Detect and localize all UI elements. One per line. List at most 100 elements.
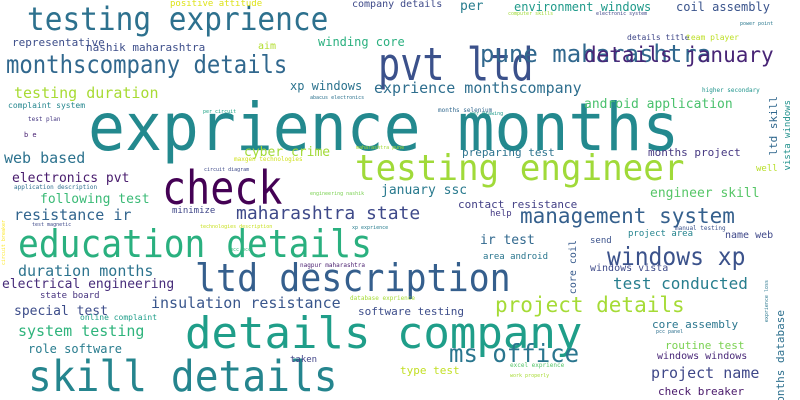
- word: nashik maharashtra: [86, 41, 206, 54]
- word: computer skills: [508, 11, 554, 17]
- word: application description: [14, 184, 98, 191]
- word: details january: [584, 43, 774, 67]
- word: online complaint: [80, 313, 158, 322]
- word: ms office: [449, 339, 580, 368]
- word: windows vista: [590, 263, 669, 274]
- word: power point: [740, 21, 774, 27]
- word: well: [756, 164, 778, 174]
- word: project name: [651, 364, 760, 382]
- word: test conducted: [613, 274, 748, 293]
- word: positive attitude: [170, 0, 263, 9]
- word: system testing: [18, 322, 145, 340]
- word: contact resistance: [458, 198, 578, 211]
- word: technologies description: [200, 224, 273, 230]
- word: windows xp: [607, 242, 746, 271]
- word: excel exprience: [510, 362, 565, 369]
- word: vista windows: [783, 100, 793, 171]
- word: check: [162, 161, 283, 215]
- word: xp windows: [290, 79, 363, 93]
- word: routine test: [665, 339, 745, 352]
- word: testing duration: [14, 84, 159, 102]
- word: android application: [584, 97, 733, 112]
- word: months selenium: [438, 107, 493, 114]
- word: environment windows: [514, 0, 652, 14]
- word: circuit diagram: [204, 167, 250, 173]
- word: maharashtra state: [236, 203, 421, 224]
- word: project area: [628, 229, 694, 239]
- word: nagpur maharashtra: [300, 262, 366, 269]
- word: b e: [24, 131, 37, 139]
- word: higher secondary: [702, 87, 760, 94]
- word: representative: [12, 36, 105, 49]
- word: management system: [520, 204, 735, 228]
- word: name web: [725, 230, 774, 241]
- word: exprience loss: [764, 280, 770, 323]
- word: per drawing: [470, 111, 504, 117]
- word: windows windows: [657, 351, 748, 362]
- word: electrical engineering: [2, 277, 175, 292]
- word: work properly: [510, 373, 550, 379]
- word: months database: [774, 310, 787, 400]
- word: engineer skill: [650, 186, 760, 201]
- word: pune maharashtra: [480, 40, 712, 68]
- word: mcc pcc: [230, 247, 252, 253]
- word: project details: [495, 293, 685, 317]
- word: area android: [483, 252, 549, 262]
- word: testing exprience: [27, 0, 329, 38]
- word: team player: [686, 33, 739, 42]
- word: xp exprience: [352, 225, 389, 231]
- word: circuit breaker: [1, 220, 7, 266]
- word: per circuit: [203, 109, 237, 115]
- word: taken: [290, 355, 318, 365]
- word: winding core: [318, 35, 405, 49]
- word: aim: [258, 41, 277, 52]
- word: help: [490, 209, 512, 219]
- word: core assembly: [652, 318, 739, 331]
- word: insulation resistance: [151, 294, 341, 312]
- word: maxgen technologies: [234, 156, 303, 163]
- word: test magnetic: [32, 222, 72, 228]
- word: months project: [648, 146, 741, 159]
- word: web based: [4, 149, 86, 167]
- word: company details: [352, 0, 443, 10]
- word: abacus electronics: [310, 95, 365, 101]
- word: skill details: [28, 352, 338, 400]
- word: test plan: [28, 116, 61, 123]
- word: exprience months: [88, 89, 680, 166]
- word: electronics pvt: [12, 171, 130, 186]
- word: check breaker: [658, 385, 745, 398]
- word: ltd skill: [767, 96, 780, 156]
- word: role software: [28, 342, 122, 356]
- word: manual testing: [675, 225, 726, 232]
- word: following test: [40, 192, 150, 207]
- word: type test: [400, 364, 460, 377]
- word: electronic system: [596, 11, 648, 17]
- word: monthscompany details: [6, 50, 288, 79]
- word: coil assembly: [676, 0, 770, 14]
- word: special test: [14, 304, 108, 319]
- word: engineering nashik: [310, 191, 365, 197]
- word: exprience monthscompany: [374, 79, 582, 97]
- word: details title: [627, 33, 690, 42]
- word: pvt ltd: [378, 38, 534, 91]
- word: pcc panel: [656, 329, 684, 335]
- word: details company: [185, 308, 583, 359]
- word: cyber crime: [244, 145, 331, 160]
- word: ltd description: [195, 256, 511, 300]
- word: education details: [18, 222, 372, 266]
- word: maharashtra pune: [356, 145, 405, 151]
- word: state board: [40, 291, 100, 301]
- word: software testing: [358, 305, 464, 318]
- word: send: [590, 236, 612, 246]
- word: preparing test: [462, 146, 555, 159]
- word: ir test: [480, 233, 535, 248]
- word: duration months: [18, 262, 154, 280]
- word: testing engineer: [355, 148, 685, 189]
- word: per: [460, 0, 484, 14]
- word: database exprience: [350, 295, 416, 302]
- word: january ssc: [381, 183, 468, 198]
- word: core coil: [568, 240, 579, 295]
- word: complaint system: [8, 101, 86, 110]
- word: minimize: [172, 206, 216, 216]
